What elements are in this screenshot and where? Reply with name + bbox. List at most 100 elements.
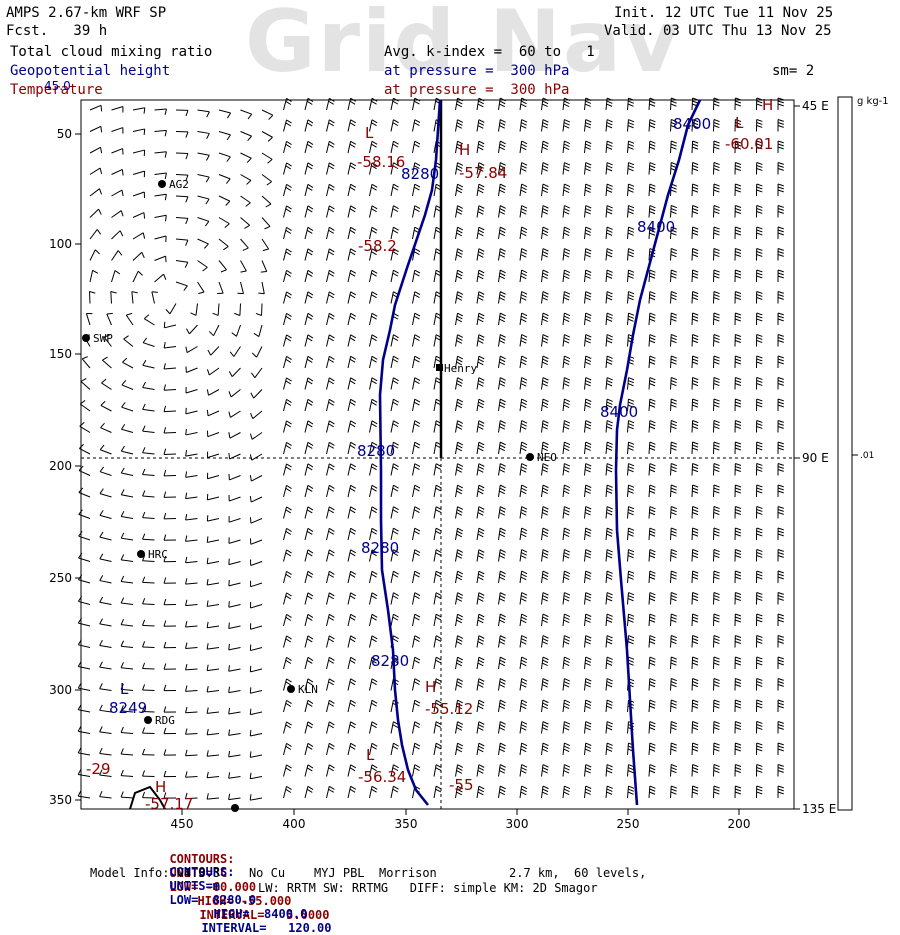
wind-barb-feather [692, 362, 698, 364]
wind-barb-feather [478, 295, 483, 298]
wind-barb [262, 218, 270, 227]
wind-barb-feather [628, 427, 634, 429]
wind-barb-feather [351, 765, 356, 768]
wind-barb-feather [628, 123, 634, 125]
wind-barb-feather [757, 448, 763, 450]
wind-barb-feather [287, 227, 292, 230]
wind-barb-feather [207, 729, 208, 735]
wind-barb-feather [543, 700, 548, 703]
wind-barb-feather [757, 421, 763, 423]
wind-barb [327, 657, 330, 669]
wind-barb-feather [735, 252, 741, 254]
wind-barb [90, 105, 101, 110]
wind-barb-feather [308, 206, 313, 209]
wind-barb-feather [628, 184, 634, 186]
wind-barb-feather [692, 491, 698, 493]
wind-barb-feather [500, 464, 505, 467]
wind-barb-feather [607, 768, 613, 770]
wind-barb [413, 507, 415, 519]
wind-barb-feather [372, 270, 377, 273]
wind-barb-feather [757, 464, 763, 466]
wind-barb-feather [121, 468, 124, 473]
wind-barb-feather [351, 313, 356, 316]
wind-barb-feather [100, 597, 103, 602]
wind-barb-feather [757, 166, 763, 168]
wind-barb-feather [122, 190, 123, 196]
wind-barb-feather [372, 700, 377, 703]
wind-barb-feather [607, 338, 613, 340]
wind-barb-feather [543, 252, 548, 255]
wind-barb [348, 399, 351, 411]
wind-barb-feather [308, 528, 313, 531]
wind-barb-feather [650, 596, 656, 598]
wind-barb-feather [500, 249, 505, 252]
wind-barb-feather [564, 163, 569, 165]
wind-barb-feather [564, 378, 569, 380]
wind-barb [327, 270, 330, 282]
wind-barb-feather [351, 571, 356, 574]
wind-barb-feather [628, 442, 634, 444]
wind-barb-feather [586, 163, 591, 165]
wind-barb-feather [329, 292, 334, 295]
wind-barb-feather [100, 662, 103, 667]
wind-barb-feather [229, 772, 230, 778]
wind-barb-feather [543, 230, 548, 233]
wind-barb-feather [564, 295, 569, 297]
wind-barb-feather [499, 362, 504, 365]
wind-barb-feather [250, 517, 251, 523]
wind-barb-feather [371, 639, 376, 642]
wind-barb-feather [543, 746, 548, 749]
wind-barb-feather [457, 510, 462, 513]
wind-barb-feather [649, 470, 655, 472]
wind-barb-feather [628, 534, 634, 536]
station-marker [526, 453, 534, 461]
wind-barb [284, 614, 287, 626]
wind-barb-feather [735, 233, 741, 235]
wind-barb-feather [521, 491, 526, 494]
wind-barb-feather [186, 493, 187, 499]
temp-low-marker: L [365, 124, 374, 142]
wind-barb-feather [250, 794, 251, 800]
wind-barb-feather [692, 445, 698, 447]
wind-barb-feather [287, 657, 292, 660]
wind-barb-feather [522, 528, 527, 531]
wind-barb-feather [778, 470, 784, 472]
wind-barb [413, 206, 415, 218]
wind-barb-feather [456, 642, 461, 645]
wind-barb-feather [521, 424, 526, 427]
wind-barb [284, 335, 287, 347]
wind-barb-feather [564, 636, 569, 638]
wind-barb-feather [693, 614, 699, 616]
wind-barb-feather [499, 233, 504, 236]
wind-barb-feather [126, 313, 132, 315]
wind-barb-feather [500, 657, 505, 660]
wind-barb-feather [628, 553, 634, 555]
wind-barb [133, 233, 143, 239]
wind-barb-feather [350, 295, 355, 298]
wind-barb-feather [456, 448, 461, 451]
wind-barb-feather [607, 163, 613, 165]
wind-barb-feather [456, 728, 461, 731]
wind-barb-feather [478, 273, 483, 276]
wind-barb [284, 679, 287, 691]
wind-barb-feather [692, 768, 698, 770]
wind-barb [370, 313, 373, 325]
wind-barb-feather [522, 464, 527, 467]
wind-barb-feather [778, 378, 784, 380]
wind-barb-feather [671, 163, 677, 165]
wind-barb-feather [522, 141, 527, 144]
wind-barb-feather [329, 510, 334, 513]
wind-barb-feather [586, 335, 591, 337]
wind-barb-feather [522, 292, 527, 295]
wind-barb-feather [165, 194, 166, 200]
wind-barb-feather [542, 233, 547, 236]
wind-barb-feather [628, 212, 634, 214]
wind-barb [305, 270, 308, 282]
temp-high-marker: H [459, 141, 470, 159]
wind-barb-feather [649, 384, 655, 386]
wind-barb-feather [479, 184, 484, 187]
wind-barb-feather [671, 642, 677, 644]
wind-barb [208, 411, 219, 416]
wind-barb [209, 368, 219, 375]
wind-barb-feather [351, 292, 356, 295]
